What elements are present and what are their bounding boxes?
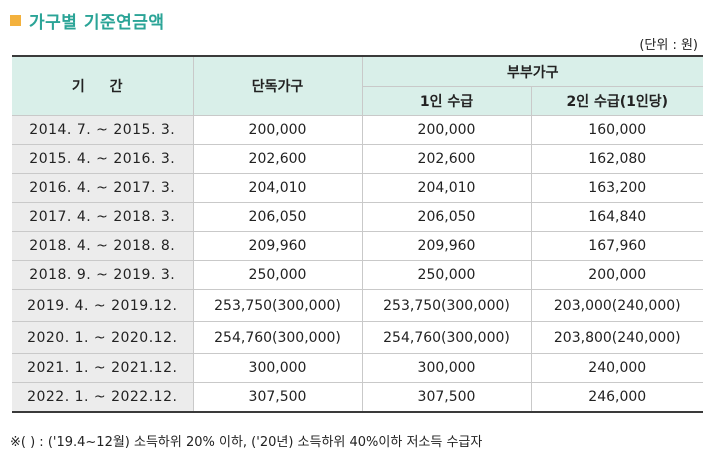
section-title: 가구별 기준연금액 [10, 8, 165, 33]
period-cell: 2017. 4. ~ 2018. 3. [12, 202, 194, 232]
couple-two-recipients-cell: 240,000 [530, 353, 703, 383]
couple-two-recipients-cell: 160,000 [530, 115, 703, 145]
table-row: 2020. 1. ~ 2020.12. 254,760(300,000) 254,7… [12, 321, 703, 354]
table-row: 2022. 1. ~ 2022.12. 307,500 307,500 246,000 [12, 382, 703, 413]
single-household-header: 단독가구 [192, 55, 363, 116]
couple-two-recipients-cell: 246,000 [530, 382, 703, 413]
period-cell: 2022. 1. ~ 2022.12. [12, 382, 194, 413]
single-household-cell: 204,010 [192, 173, 363, 203]
single-household-cell: 200,000 [192, 115, 363, 145]
couple-two-recipients-cell: 203,000(240,000) [530, 289, 703, 322]
single-household-cell: 206,050 [192, 202, 363, 232]
period-cell: 2019. 4. ~ 2019.12. [12, 289, 194, 322]
table-row: 2018. 4. ~ 2018. 8. 209,960 209,960 167,960 [12, 231, 703, 261]
couple-household-header: 부부가구 [361, 55, 703, 87]
couple-one-recipient-cell: 202,600 [361, 144, 532, 174]
couple-one-recipient-cell: 300,000 [361, 353, 532, 383]
square-bullet-icon [10, 14, 21, 26]
period-cell: 2018. 9. ~ 2019. 3. [12, 260, 194, 290]
table-row: 2016. 4. ~ 2017. 3. 204,010 204,010 163,200 [12, 173, 703, 203]
page-title: 가구별 기준연금액 [29, 12, 165, 33]
couple-one-recipient-cell: 206,050 [361, 202, 532, 232]
couple-one-recipient-cell: 250,000 [361, 260, 532, 290]
unit-note: (단위 : 원) [639, 38, 698, 53]
single-household-cell: 202,600 [192, 144, 363, 174]
pension-table: 기 간 단독가구 부부가구 1인 수급 2인 수급(1인당) 2014. 7. … [12, 55, 703, 413]
single-household-cell: 300,000 [192, 353, 363, 383]
table-row: 2017. 4. ~ 2018. 3. 206,050 206,050 164,840 [12, 202, 703, 232]
couple-two-recipients-cell: 203,800(240,000) [530, 321, 703, 354]
table-body: 2014. 7. ~ 2015. 3. 200,000 200,000 160,000… [12, 115, 703, 413]
couple-two-recipients-header: 2인 수급(1인당) [530, 86, 703, 116]
couple-one-recipient-cell: 204,010 [361, 173, 532, 203]
single-household-cell: 209,960 [192, 231, 363, 261]
couple-one-recipient-cell: 253,750(300,000) [361, 289, 532, 322]
couple-two-recipients-cell: 167,960 [530, 231, 703, 261]
couple-one-recipient-cell: 254,760(300,000) [361, 321, 532, 354]
couple-one-recipient-cell: 307,500 [361, 382, 532, 413]
period-cell: 2020. 1. ~ 2020.12. [12, 321, 194, 354]
single-household-cell: 307,500 [192, 382, 363, 413]
table-row: 2019. 4. ~ 2019.12. 253,750(300,000) 253,7… [12, 289, 703, 322]
couple-one-recipient-header: 1인 수급 [362, 86, 532, 116]
table-row: 2014. 7. ~ 2015. 3. 200,000 200,000 160,000 [12, 115, 703, 145]
period-cell: 2018. 4. ~ 2018. 8. [12, 231, 194, 261]
period-cell: 2014. 7. ~ 2015. 3. [12, 115, 194, 145]
couple-one-recipient-cell: 209,960 [361, 231, 532, 261]
table-row: 2021. 1. ~ 2021.12. 300,000 300,000 240,000 [12, 353, 703, 383]
period-cell: 2015. 4. ~ 2016. 3. [12, 144, 194, 174]
couple-two-recipients-cell: 162,080 [530, 144, 703, 174]
single-household-cell: 250,000 [192, 260, 363, 290]
footnote: ※( ) : ('19.4~12월) 소득하위 20% 이하, ('20년) 소… [10, 435, 483, 450]
period-cell: 2021. 1. ~ 2021.12. [12, 353, 194, 383]
period-header: 기 간 [12, 55, 194, 116]
period-cell: 2016. 4. ~ 2017. 3. [12, 173, 194, 203]
table-row: 2018. 9. ~ 2019. 3. 250,000 250,000 200,000 [12, 260, 703, 290]
single-household-cell: 253,750(300,000) [192, 289, 363, 322]
table-header: 기 간 단독가구 부부가구 1인 수급 2인 수급(1인당) [12, 55, 703, 116]
single-household-cell: 254,760(300,000) [192, 321, 363, 354]
couple-two-recipients-cell: 163,200 [530, 173, 703, 203]
couple-two-recipients-cell: 164,840 [530, 202, 703, 232]
couple-two-recipients-cell: 200,000 [530, 260, 703, 290]
couple-one-recipient-cell: 200,000 [361, 115, 532, 145]
table-row: 2015. 4. ~ 2016. 3. 202,600 202,600 162,080 [12, 144, 703, 174]
